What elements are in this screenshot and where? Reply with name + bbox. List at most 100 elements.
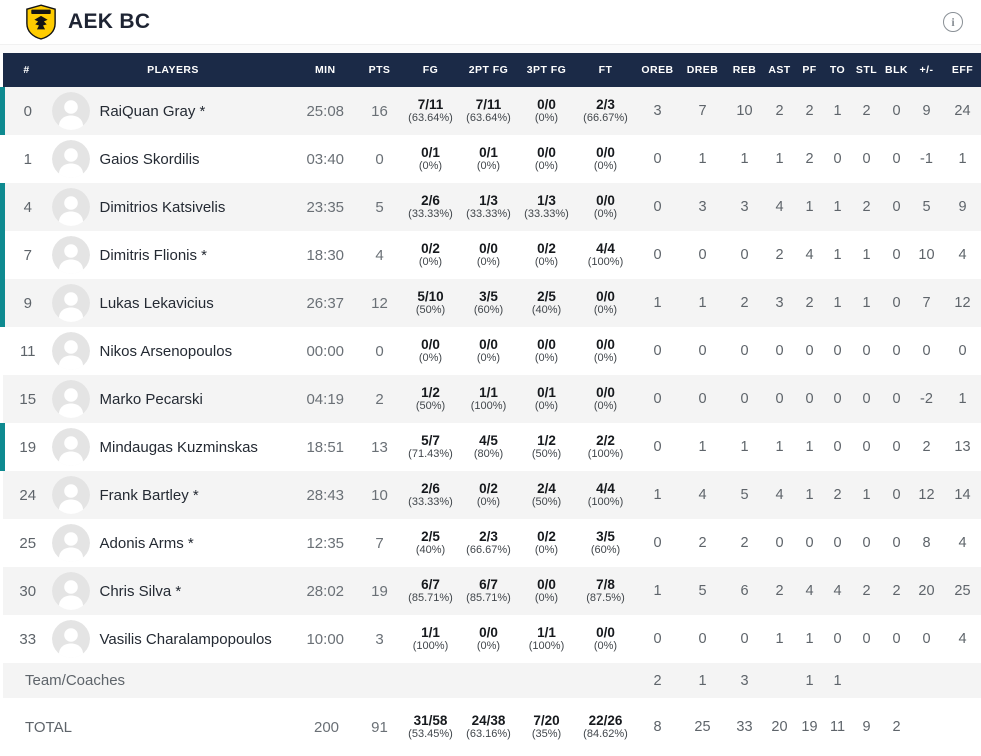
pf-cell: 1	[796, 183, 824, 231]
fg3-cell-percentage: (0%)	[518, 400, 576, 413]
ft-cell: 4/4(100%)	[576, 471, 636, 519]
fg-cell-percentage: (100%)	[402, 640, 460, 653]
fg-cell-made-attempted: 2/6	[402, 193, 460, 208]
player-number: 25	[3, 519, 51, 567]
to-cell: 11	[824, 698, 852, 756]
blk-cell: 0	[882, 87, 912, 135]
person-silhouette-icon	[52, 140, 90, 178]
fg3-cell-made-attempted: 0/2	[518, 529, 576, 544]
pm-cell: 9	[912, 87, 942, 135]
reb-cell: 0	[726, 615, 764, 663]
ft-cell: 7/8(87.5%)	[576, 567, 636, 615]
page-title: AEK BC	[68, 10, 943, 34]
ast-cell: 3	[764, 279, 796, 327]
blk-cell: 0	[882, 183, 912, 231]
fg2-cell: 2/3(66.67%)	[460, 519, 518, 567]
player-cell: Dimitrios Katsivelis	[51, 183, 296, 231]
ast-cell: 2	[764, 567, 796, 615]
eff-cell: 4	[942, 231, 981, 279]
fg3-cell-made-attempted: 2/4	[518, 481, 576, 496]
eff-cell: 9	[942, 183, 981, 231]
fg-cell: 1/2(50%)	[402, 375, 460, 423]
fg-cell-percentage: (53.45%)	[402, 728, 460, 741]
reb-cell: 2	[726, 279, 764, 327]
player-name: Vasilis Charalampopoulos	[100, 631, 272, 648]
fg2-cell: 0/2(0%)	[460, 471, 518, 519]
pm-cell: 20	[912, 567, 942, 615]
fg-cell: 5/10(50%)	[402, 279, 460, 327]
fg3-cell: 1/1(100%)	[518, 615, 576, 663]
ft-cell-percentage: (100%)	[576, 496, 636, 509]
column-header-: #	[3, 53, 51, 87]
player-cell: Marko Pecarski	[51, 375, 296, 423]
fg-cell: 1/1(100%)	[402, 615, 460, 663]
pf-cell: 0	[796, 375, 824, 423]
player-cell: Gaios Skordilis	[51, 135, 296, 183]
player-name: Gaios Skordilis	[100, 151, 200, 168]
pf-cell: 2	[796, 87, 824, 135]
fg-cell: 31/58(53.45%)	[402, 698, 460, 756]
player-avatar	[52, 140, 90, 178]
ast-cell: 20	[764, 698, 796, 756]
pf-cell: 1	[796, 615, 824, 663]
pm-cell: -1	[912, 135, 942, 183]
to-cell: 4	[824, 567, 852, 615]
player-cell: RaiQuan Gray *	[51, 87, 296, 135]
player-cell: Dimitris Flionis *	[51, 231, 296, 279]
reb-cell: 33	[726, 698, 764, 756]
fg2-cell-made-attempted: 0/0	[460, 241, 518, 256]
ft-cell-made-attempted: 7/8	[576, 577, 636, 592]
player-number: 4	[3, 183, 51, 231]
fg2-cell: 0/1(0%)	[460, 135, 518, 183]
pf-cell: 2	[796, 279, 824, 327]
ft-cell-percentage: (0%)	[576, 352, 636, 365]
column-header-stl: STL	[852, 53, 882, 87]
player-avatar	[52, 332, 90, 370]
fg2-cell: 0/0(0%)	[460, 615, 518, 663]
pm-cell	[912, 698, 942, 756]
fg-cell-made-attempted: 1/1	[402, 625, 460, 640]
fg3-cell: 0/2(0%)	[518, 231, 576, 279]
empty-cell	[296, 663, 358, 698]
oreb-cell: 0	[636, 615, 680, 663]
player-name: Frank Bartley *	[100, 487, 199, 504]
ft-cell: 3/5(60%)	[576, 519, 636, 567]
points-cell: 13	[358, 423, 402, 471]
player-cell: Frank Bartley *	[51, 471, 296, 519]
fg2-cell-percentage: (0%)	[460, 256, 518, 269]
fg2-cell-percentage: (63.16%)	[460, 728, 518, 741]
points-cell: 19	[358, 567, 402, 615]
player-cell: Mindaugas Kuzminskas	[51, 423, 296, 471]
fg-cell: 7/11(63.64%)	[402, 87, 460, 135]
info-icon[interactable]: i	[943, 12, 963, 32]
player-avatar	[52, 476, 90, 514]
oreb-cell: 1	[636, 471, 680, 519]
empty-cell	[576, 663, 636, 698]
fg2-cell: 6/7(85.71%)	[460, 567, 518, 615]
player-avatar	[52, 284, 90, 322]
fg3-cell: 0/1(0%)	[518, 375, 576, 423]
dreb-cell: 7	[680, 87, 726, 135]
dreb-cell: 1	[680, 423, 726, 471]
reb-cell: 0	[726, 375, 764, 423]
player-cell: Nikos Arsenopoulos	[51, 327, 296, 375]
dreb-cell: 5	[680, 567, 726, 615]
fg2-cell-percentage: (0%)	[460, 160, 518, 173]
column-header-ft: FT	[576, 53, 636, 87]
reb-cell: 3	[726, 663, 764, 698]
ft-cell-made-attempted: 0/0	[576, 337, 636, 352]
column-header-blk: BLK	[882, 53, 912, 87]
